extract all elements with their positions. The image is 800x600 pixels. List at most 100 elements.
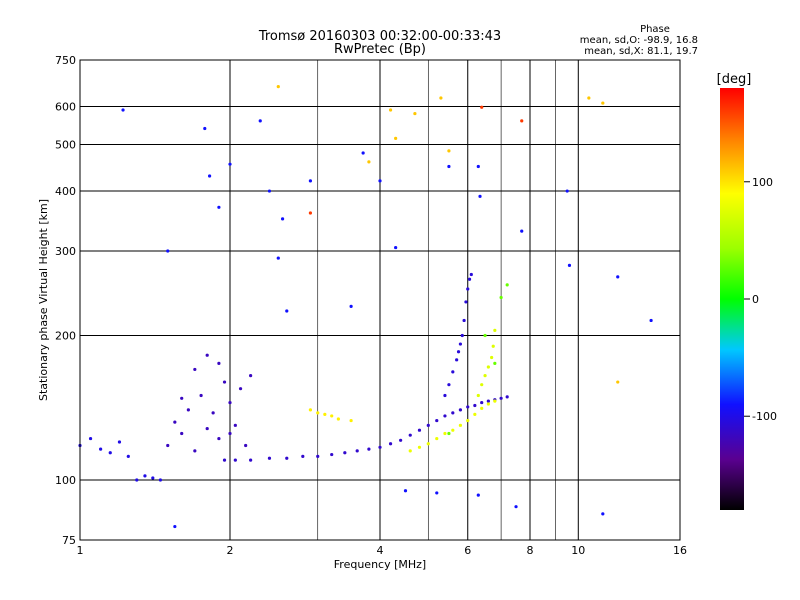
- data-point: [567, 263, 572, 267]
- data-point: [388, 442, 393, 446]
- data-point: [460, 333, 464, 338]
- data-point: [280, 217, 285, 221]
- data-point: [473, 403, 477, 408]
- y-tick-label: 300: [55, 245, 76, 258]
- data-point: [447, 149, 451, 153]
- data-point: [417, 428, 422, 432]
- data-point: [316, 454, 320, 459]
- data-point: [443, 431, 447, 436]
- x-tick-label: 4: [377, 544, 384, 557]
- data-point: [473, 412, 477, 417]
- data-point: [193, 367, 197, 372]
- data-point: [244, 443, 248, 448]
- plot-frame: [79, 59, 681, 541]
- data-point: [456, 350, 461, 354]
- data-point: [426, 423, 430, 427]
- data-point: [166, 249, 170, 253]
- colorbar: [720, 88, 744, 510]
- data-point: [493, 361, 497, 365]
- data-point: [480, 383, 484, 387]
- data-point: [336, 417, 340, 421]
- data-point: [616, 275, 620, 279]
- x-tick-label: 6: [464, 544, 471, 557]
- data-point: [455, 358, 459, 362]
- x-tick-label: 2: [227, 544, 234, 557]
- data-point: [276, 256, 280, 260]
- y-tick-label: 200: [55, 330, 76, 343]
- data-point: [308, 408, 313, 412]
- data-point: [180, 431, 184, 436]
- data-point: [447, 383, 451, 387]
- data-point: [435, 436, 439, 441]
- x-tick-label: 16: [673, 544, 687, 557]
- data-point: [349, 304, 353, 309]
- data-point: [180, 396, 184, 400]
- data-point: [186, 408, 190, 412]
- data-point: [143, 474, 147, 478]
- data-point: [151, 476, 155, 480]
- data-point: [267, 456, 272, 460]
- y-tick-label: 750: [55, 54, 76, 67]
- data-point: [330, 414, 334, 418]
- data-point: [367, 160, 371, 164]
- x-axis-label: Frequency [MHz]: [334, 558, 426, 571]
- data-point: [486, 365, 490, 369]
- data-point: [378, 445, 382, 449]
- y-tick-label: 400: [55, 185, 76, 198]
- data-point: [394, 245, 398, 250]
- data-point: [505, 395, 509, 399]
- data-point: [520, 229, 524, 233]
- data-point: [205, 426, 209, 431]
- data-point: [462, 318, 466, 323]
- data-point: [117, 440, 122, 444]
- data-point: [276, 85, 280, 89]
- data-point: [88, 436, 93, 441]
- data-point: [217, 436, 221, 441]
- data-point: [476, 164, 480, 169]
- data-point: [476, 493, 480, 497]
- data-point: [388, 108, 393, 112]
- x-tick-label: 1: [77, 544, 84, 557]
- data-point: [394, 136, 398, 140]
- data-point: [447, 164, 451, 169]
- data-point: [413, 111, 417, 116]
- data-point: [466, 287, 470, 291]
- data-point: [108, 451, 112, 455]
- data-point: [126, 454, 130, 459]
- data-point: [222, 458, 227, 462]
- x-tick-label: 8: [527, 544, 534, 557]
- y-tick-label: 75: [62, 534, 76, 547]
- data-point: [233, 423, 237, 427]
- data-point: [301, 454, 305, 459]
- data-point: [458, 423, 463, 427]
- data-point: [426, 442, 430, 446]
- data-point: [378, 179, 382, 183]
- y-tick-label: 500: [55, 139, 76, 152]
- data-point: [435, 491, 439, 495]
- data-point: [439, 96, 443, 100]
- data-point: [520, 119, 524, 123]
- plot-points: [78, 85, 653, 529]
- data-point: [601, 101, 605, 105]
- data-point: [249, 374, 253, 378]
- data-point: [323, 412, 327, 417]
- data-point: [480, 400, 484, 405]
- data-point: [158, 478, 163, 482]
- data-point: [467, 277, 472, 281]
- data-point: [217, 205, 221, 209]
- colorbar-tick-label: 100: [752, 176, 773, 189]
- data-point: [466, 405, 470, 409]
- data-point: [228, 400, 232, 405]
- data-point: [222, 380, 227, 384]
- data-point: [491, 344, 495, 348]
- data-point: [233, 458, 237, 462]
- data-point: [285, 456, 289, 460]
- colorbar-tick-label: -100: [752, 410, 777, 423]
- data-point: [417, 445, 422, 449]
- data-point: [399, 438, 403, 442]
- data-point: [361, 151, 365, 155]
- data-point: [464, 300, 468, 304]
- stats-heading: Phase: [640, 24, 670, 35]
- data-point: [403, 489, 408, 493]
- data-point: [193, 449, 197, 453]
